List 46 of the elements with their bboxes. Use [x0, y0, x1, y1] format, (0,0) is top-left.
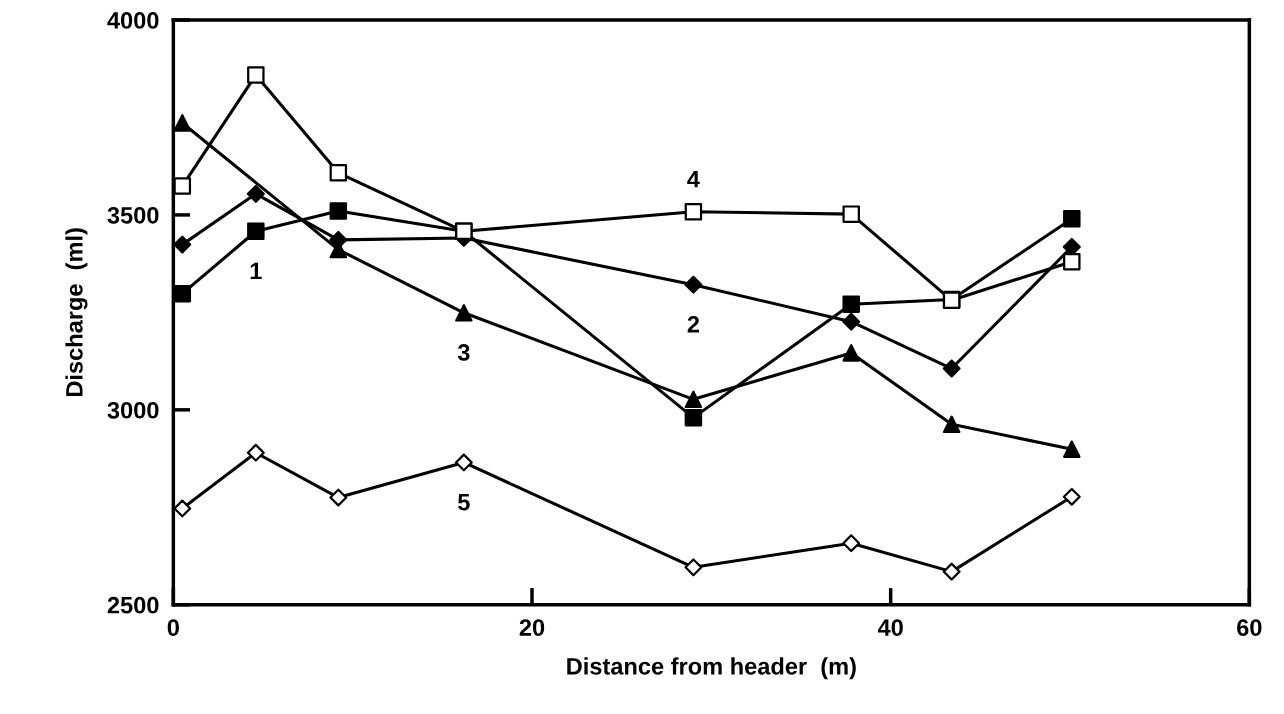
point: [329, 488, 348, 507]
point: [842, 534, 861, 553]
point: [842, 344, 860, 362]
point: [684, 275, 703, 294]
point: [454, 453, 473, 472]
point: [1062, 487, 1081, 506]
point: [1063, 210, 1081, 228]
x-tick-label: 40: [877, 619, 903, 636]
annotation: 3: [457, 344, 470, 361]
point: [1063, 252, 1081, 271]
point: [173, 114, 192, 132]
annotation: 4: [687, 171, 700, 188]
point: [842, 312, 861, 331]
y-tick-label: 3500: [107, 206, 159, 224]
point: [247, 66, 265, 84]
point: [246, 184, 265, 203]
point: [247, 222, 265, 241]
point: [1063, 440, 1081, 458]
point: [246, 443, 265, 462]
y-tick-label: 4000: [107, 12, 159, 29]
point: [173, 235, 192, 254]
point: [842, 205, 860, 223]
x-axis-title: Distance from header (m): [567, 657, 856, 680]
point: [173, 177, 192, 195]
x-tick-label: 20: [519, 619, 545, 636]
annotation: 5: [458, 493, 470, 511]
point: [329, 202, 348, 220]
point: [173, 284, 192, 303]
point: [684, 408, 703, 427]
point: [684, 390, 703, 409]
x-tick-label: 60: [1237, 619, 1262, 636]
point: [173, 499, 192, 518]
y-axis-title: Discharge (ml): [65, 228, 88, 397]
y-tick-label: 3000: [107, 401, 159, 419]
annotation: 1: [250, 262, 262, 280]
y-tick-label: 2500: [107, 596, 159, 614]
point: [942, 359, 961, 378]
point: [942, 562, 961, 581]
x-tick-label: 0: [167, 619, 179, 636]
point: [684, 203, 703, 221]
point: [684, 558, 703, 577]
point: [329, 164, 348, 182]
point: [942, 415, 961, 434]
annotation: 2: [687, 315, 700, 333]
point: [842, 295, 860, 313]
point: [455, 304, 473, 322]
